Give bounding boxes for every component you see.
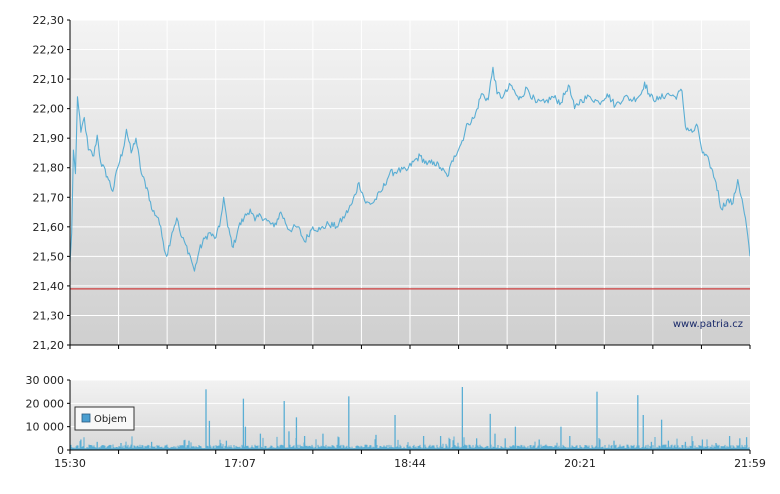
price-grid [70, 19, 750, 346]
price-y-tick-label: 22,00 [33, 103, 65, 116]
price-y-axis: 21,20 21,30 21,40 21,50 21,60 21,70 21,80 21,90… [33, 14, 65, 352]
legend-label: Objem [94, 414, 127, 425]
price-y-tick-label: 22,30 [33, 14, 65, 27]
price-y-tick-label: 21,80 [33, 162, 65, 175]
volume-grid [70, 379, 750, 428]
volume-y-tick-label: 20 000 [26, 397, 65, 410]
price-y-tick-label: 22,20 [33, 44, 65, 57]
volume-plot-area [70, 380, 750, 450]
price-y-tick-label: 21,40 [33, 280, 65, 293]
price-y-tick-label: 21,30 [33, 309, 65, 322]
axis-lines [67, 19, 751, 454]
price-y-tick-label: 21,60 [33, 221, 65, 234]
price-series-line [70, 66, 750, 272]
price-y-tick-label: 21,20 [33, 339, 65, 352]
x-tick-label: 17:07 [224, 457, 256, 470]
price-y-tick-label: 21,90 [33, 132, 65, 145]
volume-y-tick-label: 30 000 [26, 374, 65, 387]
x-tick-label: 15:30 [54, 457, 86, 470]
watermark: www.patria.cz [673, 319, 743, 330]
volume-y-tick-label: 10 000 [26, 421, 65, 434]
x-axis: 15:30 17:07 18:44 20:21 21:59 [54, 457, 766, 470]
volume-y-tick-label: 0 [57, 444, 64, 457]
price-y-tick-label: 22,10 [33, 73, 65, 86]
volume-legend: Objem [74, 406, 135, 431]
x-tick-label: 18:44 [394, 457, 426, 470]
x-tick-label: 20:21 [564, 457, 596, 470]
volume-y-axis: 0 10 000 20 000 30 000 [26, 374, 65, 457]
x-tick-label: 21:59 [734, 457, 766, 470]
legend-swatch [81, 413, 91, 423]
price-y-tick-label: 21,50 [33, 250, 65, 263]
price-y-tick-label: 21,70 [33, 191, 65, 204]
